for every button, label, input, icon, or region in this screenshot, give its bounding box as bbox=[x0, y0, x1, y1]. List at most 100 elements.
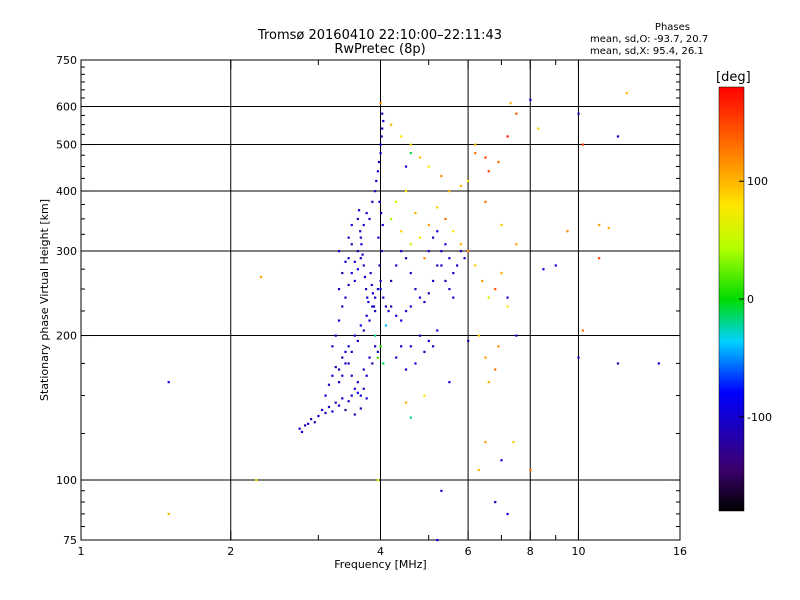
data-point bbox=[341, 356, 344, 359]
data-point bbox=[341, 305, 344, 308]
data-point bbox=[436, 206, 439, 209]
data-point bbox=[459, 243, 462, 246]
data-point bbox=[327, 383, 331, 386]
data-point bbox=[452, 271, 455, 275]
data-point bbox=[368, 217, 371, 221]
data-point bbox=[459, 184, 462, 188]
data-point bbox=[384, 324, 388, 327]
data-point bbox=[360, 243, 363, 246]
data-point bbox=[448, 257, 451, 260]
data-point bbox=[409, 345, 412, 348]
data-point bbox=[484, 356, 487, 359]
data-point bbox=[515, 243, 518, 246]
data-point bbox=[376, 288, 379, 291]
data-point bbox=[467, 179, 470, 183]
data-point bbox=[367, 300, 370, 304]
data-point bbox=[409, 305, 412, 308]
data-point bbox=[337, 381, 341, 384]
phase-summary-heading: Phases bbox=[654, 22, 690, 33]
chart-title: Tromsø 20160410 22:10:00–22:11:43 bbox=[257, 28, 503, 43]
data-point bbox=[500, 459, 503, 462]
data-point bbox=[577, 112, 580, 115]
data-point bbox=[382, 296, 385, 299]
data-point bbox=[423, 300, 426, 304]
data-point bbox=[376, 479, 379, 482]
data-point bbox=[376, 356, 379, 359]
data-point bbox=[497, 345, 500, 348]
data-point bbox=[581, 143, 584, 146]
data-point bbox=[440, 174, 443, 178]
data-point bbox=[374, 190, 377, 193]
data-point bbox=[359, 230, 362, 233]
data-point bbox=[376, 350, 379, 353]
data-point bbox=[167, 512, 170, 516]
data-point bbox=[444, 217, 447, 221]
data-point bbox=[347, 236, 350, 239]
chart-subtitle: RwPretec (8p) bbox=[334, 42, 426, 57]
data-point bbox=[423, 257, 426, 260]
data-point bbox=[440, 264, 443, 267]
data-point bbox=[379, 345, 382, 348]
data-point bbox=[431, 345, 435, 348]
data-point bbox=[390, 217, 393, 221]
data-point bbox=[379, 279, 382, 283]
data-point bbox=[350, 394, 353, 397]
data-point bbox=[474, 152, 477, 155]
data-point bbox=[350, 350, 353, 353]
data-point bbox=[359, 407, 362, 410]
data-point bbox=[167, 381, 170, 384]
y-tick-label: 600 bbox=[56, 101, 77, 114]
y-axis-label: Stationary phase Virtual Height [km] bbox=[38, 199, 51, 401]
data-point bbox=[481, 279, 484, 283]
y-tick-label: 750 bbox=[56, 54, 77, 67]
data-point bbox=[381, 223, 384, 227]
data-point bbox=[400, 230, 403, 233]
y-tick-label: 100 bbox=[56, 474, 77, 487]
data-point bbox=[542, 268, 545, 271]
x-tick-label: 16 bbox=[673, 545, 687, 558]
data-point bbox=[506, 512, 509, 516]
data-point bbox=[500, 223, 503, 227]
data-point bbox=[477, 468, 480, 472]
data-point bbox=[310, 418, 313, 421]
data-point bbox=[369, 271, 372, 275]
data-point bbox=[414, 212, 417, 215]
data-point bbox=[300, 430, 304, 434]
data-point bbox=[347, 345, 350, 348]
data-point bbox=[353, 387, 356, 390]
data-point bbox=[255, 479, 258, 482]
data-point bbox=[512, 441, 515, 444]
phase-summary-o: mean, sd,O: -93.7, 20.7 bbox=[590, 34, 709, 45]
y-tick-label: 300 bbox=[56, 245, 77, 258]
data-point bbox=[344, 408, 347, 412]
colorbar-tick-label: 0 bbox=[747, 293, 754, 306]
data-point bbox=[474, 264, 477, 267]
data-point bbox=[423, 350, 426, 353]
data-point bbox=[365, 397, 368, 400]
data-point bbox=[379, 152, 382, 155]
data-point bbox=[350, 223, 353, 227]
data-point bbox=[259, 275, 263, 279]
data-point bbox=[616, 362, 620, 365]
data-point bbox=[418, 334, 422, 337]
data-point bbox=[337, 319, 341, 322]
data-point bbox=[353, 279, 356, 283]
data-point bbox=[381, 127, 384, 130]
data-point bbox=[566, 230, 569, 233]
data-point bbox=[484, 200, 487, 203]
data-point bbox=[477, 334, 480, 337]
y-tick-label: 400 bbox=[56, 185, 77, 198]
data-point bbox=[400, 345, 403, 348]
data-point bbox=[382, 362, 385, 365]
data-point bbox=[357, 209, 361, 212]
data-point bbox=[347, 283, 350, 287]
data-point bbox=[317, 414, 320, 418]
x-tick-label: 2 bbox=[227, 545, 234, 558]
data-point bbox=[334, 401, 337, 404]
data-point bbox=[347, 257, 350, 260]
data-point bbox=[497, 160, 500, 164]
data-point bbox=[404, 257, 408, 260]
data-point bbox=[400, 319, 403, 322]
data-point bbox=[404, 401, 408, 404]
